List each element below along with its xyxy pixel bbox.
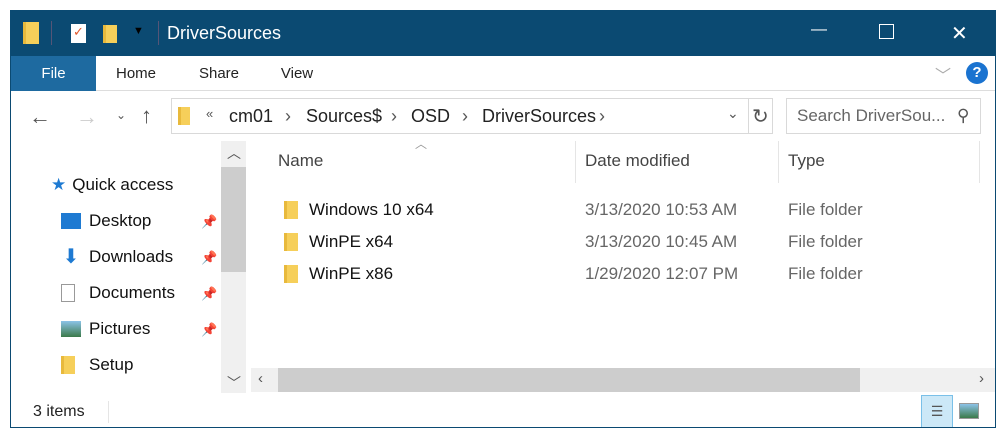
scroll-thumb[interactable] <box>221 167 246 272</box>
folder-icon <box>284 265 298 283</box>
ribbon: File Home Share View ﹀ ? <box>11 56 995 91</box>
file-name: WinPE x86 <box>309 264 394 283</box>
crumb[interactable]: OSD <box>411 106 451 126</box>
divider <box>979 141 980 183</box>
window-title: DriverSources <box>167 23 282 43</box>
expand-ribbon-icon[interactable]: ﹀ <box>935 68 952 85</box>
search-placeholder: Search DriverSou... <box>797 106 946 125</box>
download-icon: ⬇ <box>62 246 80 268</box>
search-input[interactable]: Search DriverSou... ⚲ <box>786 98 981 134</box>
folder-icon <box>23 22 39 44</box>
crumb[interactable]: DriverSources <box>482 106 597 126</box>
title-bar: ✓ ▼ DriverSources — ✕ <box>11 11 995 56</box>
column-header-name[interactable]: Name <box>278 151 324 170</box>
explorer-window: ✓ ▼ DriverSources — ✕ File Home Share Vi… <box>10 10 996 428</box>
file-date: 1/29/2020 12:07 PM <box>585 264 739 283</box>
divider <box>158 21 159 45</box>
divider <box>51 21 52 45</box>
file-row[interactable]: WinPE x86 1/29/2020 12:07 PM File folder <box>276 259 976 289</box>
chevron-right-icon[interactable]: › <box>391 106 397 126</box>
chevron-right-icon[interactable]: › <box>599 106 605 126</box>
folder-icon <box>61 356 75 374</box>
minimize-button[interactable]: — <box>811 21 827 38</box>
tab-file[interactable]: File <box>11 56 96 91</box>
folder-icon <box>284 233 298 251</box>
details-view-button[interactable]: ☰ <box>921 395 953 427</box>
file-name: Windows 10 x64 <box>309 200 434 219</box>
refresh-button[interactable]: ↻ <box>752 106 769 128</box>
nav-label: Downloads <box>89 247 174 266</box>
search-icon[interactable]: ⚲ <box>957 106 970 125</box>
divider <box>108 401 109 423</box>
large-icons-view-button[interactable] <box>959 403 979 419</box>
nav-label: Pictures <box>89 319 151 338</box>
close-button[interactable]: ✕ <box>951 23 968 45</box>
back-button[interactable]: ← <box>29 104 51 129</box>
nav-item-pictures[interactable]: Pictures <box>61 314 150 344</box>
file-name: WinPE x64 <box>309 232 394 251</box>
overflow-icon[interactable]: « <box>206 106 214 121</box>
address-dropdown-icon[interactable]: ⌄ <box>727 105 739 121</box>
tab-view[interactable]: View <box>280 65 314 82</box>
tab-share[interactable]: Share <box>198 65 240 82</box>
scroll-right-icon[interactable]: › <box>979 370 984 387</box>
chevron-right-icon[interactable]: › <box>285 106 291 126</box>
crumb[interactable]: cm01 <box>229 106 274 126</box>
nav-item-setup[interactable]: Setup <box>61 350 133 380</box>
column-header-date[interactable]: Date modified <box>585 151 690 170</box>
sort-ascending-icon: ︿ <box>415 137 428 151</box>
scroll-left-icon[interactable]: ‹ <box>258 370 263 387</box>
pin-icon[interactable]: 📌 <box>201 322 218 337</box>
nav-item-desktop[interactable]: Desktop <box>61 206 151 236</box>
crumb[interactable]: Sources$ <box>306 106 383 126</box>
divider <box>748 99 749 133</box>
nav-label: Desktop <box>89 211 152 230</box>
file-date: 3/13/2020 10:45 AM <box>585 232 738 251</box>
customize-toolbar-icon[interactable]: ▼ <box>133 25 144 37</box>
scroll-thumb[interactable] <box>278 368 860 392</box>
nav-label: Documents <box>89 283 175 302</box>
pin-icon[interactable]: 📌 <box>201 250 218 265</box>
star-icon: ★ <box>51 175 67 194</box>
file-date: 3/13/2020 10:53 AM <box>585 200 738 219</box>
nav-vertical-scrollbar[interactable]: ︿ ﹀ <box>221 141 246 393</box>
address-bar[interactable]: « cm01 › Sources$ › OSD › DriverSources … <box>171 98 773 134</box>
nav-item-documents[interactable]: Documents <box>61 278 175 308</box>
file-row[interactable]: Windows 10 x64 3/13/2020 10:53 AM File f… <box>276 195 976 225</box>
nav-item-downloads[interactable]: ⬇ Downloads <box>61 242 174 272</box>
file-type: File folder <box>788 200 863 219</box>
properties-icon[interactable]: ✓ <box>71 24 86 43</box>
file-type: File folder <box>788 264 863 283</box>
column-header-type[interactable]: Type <box>788 151 825 170</box>
file-type: File folder <box>788 232 863 251</box>
navigation-pane: ★ Quick access Desktop ⬇ Downloads Documen… <box>11 141 246 393</box>
nav-label: Quick access <box>72 175 174 194</box>
scroll-up-icon[interactable]: ︿ <box>227 145 241 161</box>
folder-icon <box>284 201 298 219</box>
status-bar: 3 items ☰ <box>11 395 995 427</box>
desktop-icon <box>61 213 81 229</box>
item-count: 3 items <box>33 403 85 420</box>
chevron-right-icon[interactable]: › <box>462 106 468 126</box>
documents-icon <box>61 284 75 302</box>
divider <box>778 141 779 183</box>
nav-quick-access[interactable]: ★ Quick access <box>51 170 173 200</box>
folder-icon <box>178 107 190 125</box>
tab-home[interactable]: Home <box>115 65 156 82</box>
forward-button[interactable]: → <box>76 104 98 129</box>
recent-locations-icon[interactable]: ⌄ <box>116 108 127 122</box>
up-button[interactable]: ↑ <box>141 103 152 128</box>
file-row[interactable]: WinPE x64 3/13/2020 10:45 AM File folder <box>276 227 976 257</box>
pictures-icon <box>61 321 81 337</box>
divider <box>575 141 576 183</box>
pin-icon[interactable]: 📌 <box>201 214 218 229</box>
help-icon[interactable]: ? <box>966 62 988 84</box>
new-folder-icon[interactable] <box>103 25 117 43</box>
nav-label: Setup <box>89 355 134 374</box>
scroll-down-icon[interactable]: ﹀ <box>227 375 241 391</box>
pin-icon[interactable]: 📌 <box>201 286 218 301</box>
maximize-button[interactable] <box>879 24 894 39</box>
horizontal-scrollbar[interactable]: ‹ › <box>251 368 995 392</box>
